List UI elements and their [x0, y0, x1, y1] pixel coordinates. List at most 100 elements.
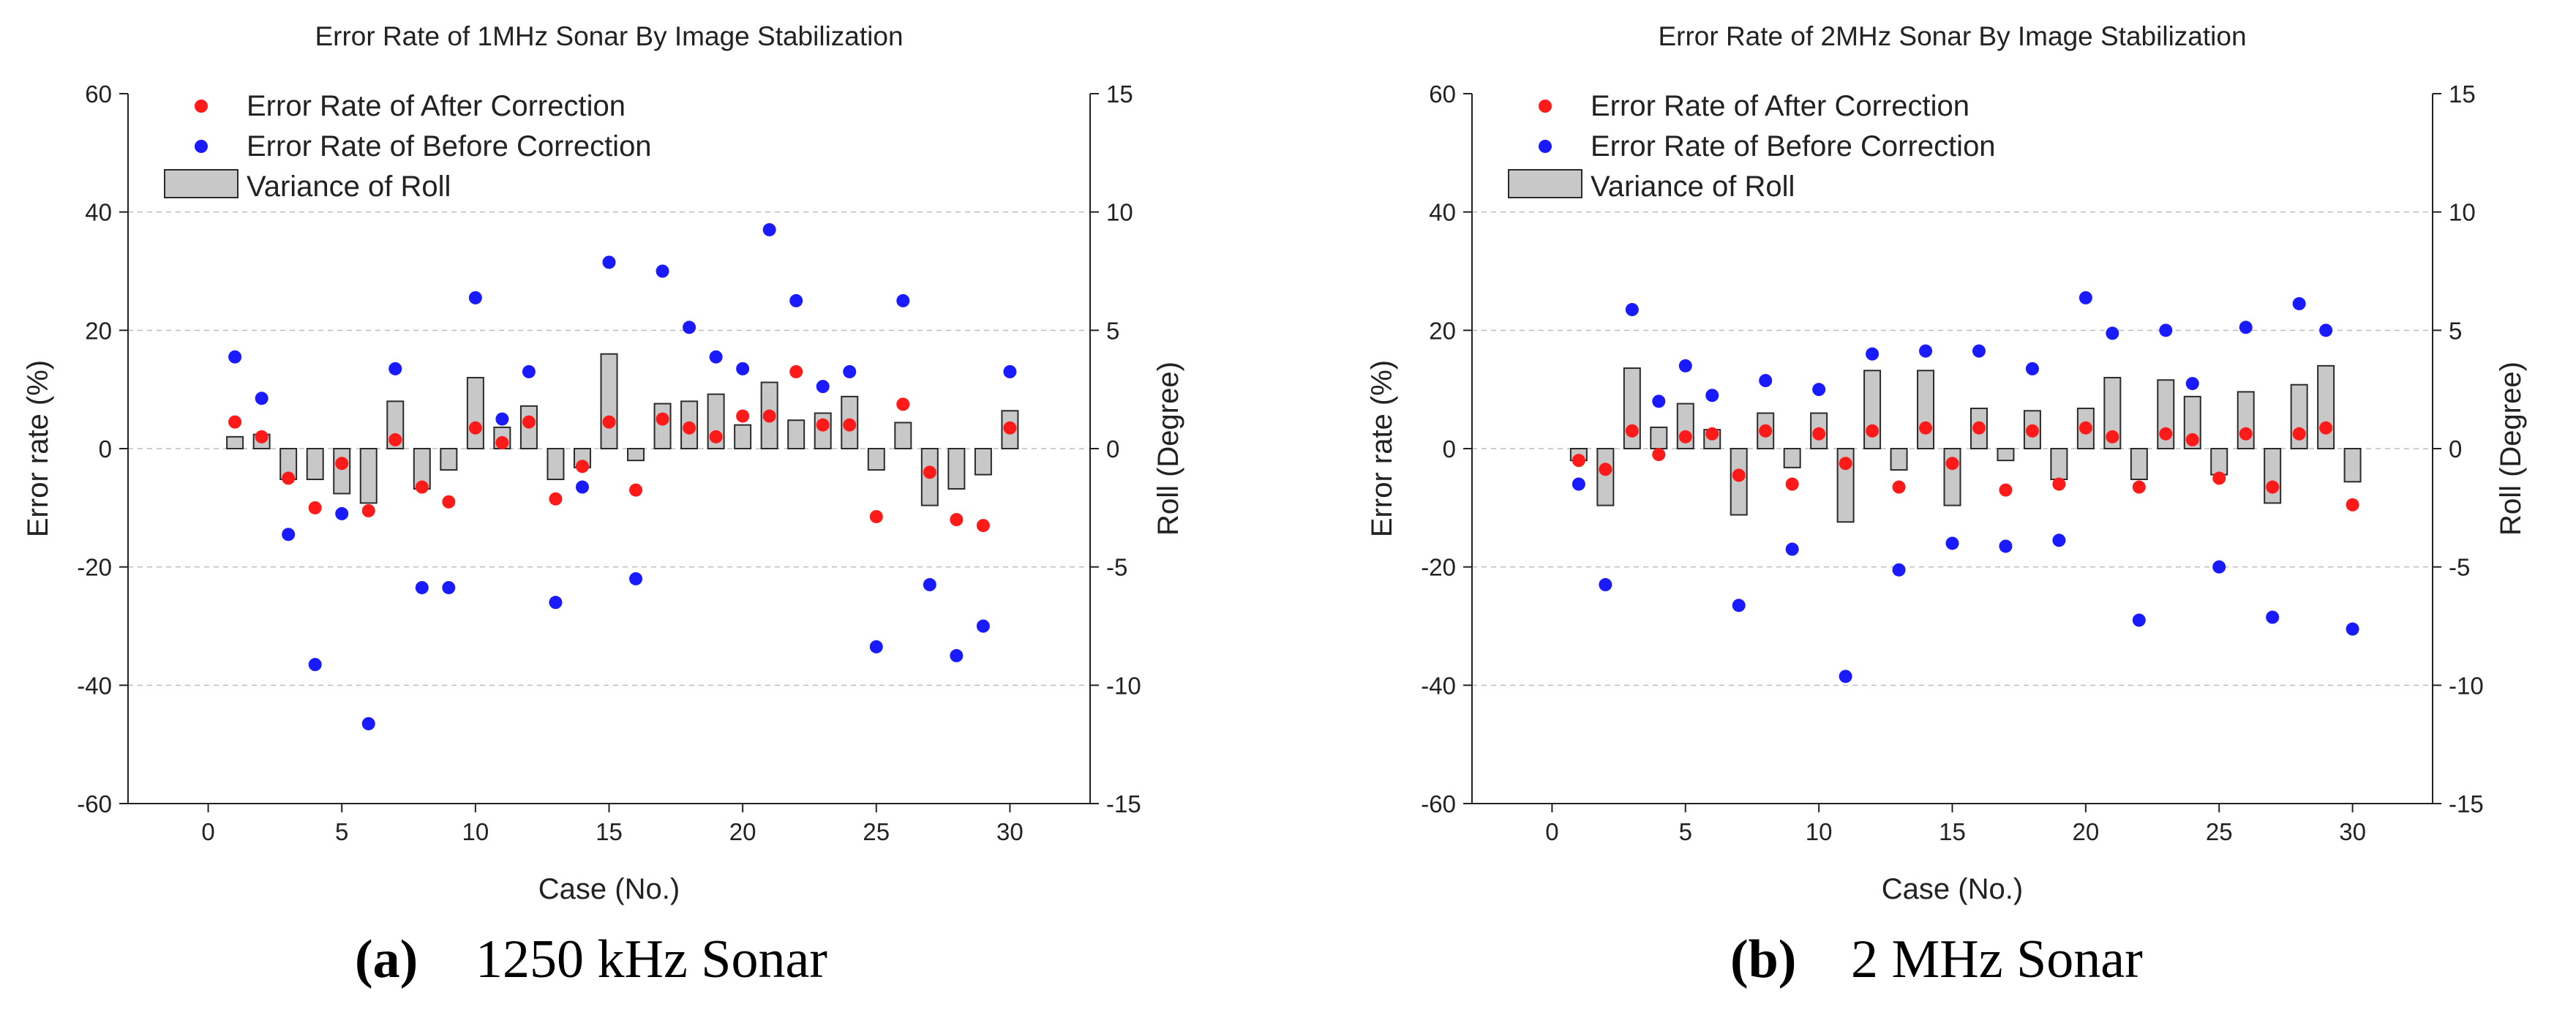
c1-before-point-30 [2346, 622, 2359, 636]
c0-after-point-20 [736, 409, 750, 423]
c1-y2-axis-label: Roll (Degree) [2495, 362, 2527, 536]
c0-after-point-23 [816, 418, 830, 432]
c1-before-point-17 [1999, 539, 2013, 553]
c1-y2-tick-label-2: -5 [2449, 554, 2470, 581]
c0-chart-title: Error Rate of 1MHz Sonar By Image Stabil… [315, 21, 903, 51]
c1-after-point-22 [2132, 480, 2146, 494]
c1-after-point-6 [1705, 427, 1719, 441]
c0-roll-bar-6 [359, 448, 378, 504]
c0-roll-bar-16 [627, 448, 645, 462]
c0-y-tick-label-4: 20 [85, 317, 112, 344]
c0-legend-marker-1 [195, 140, 208, 153]
c0-y-axis-label: Error rate (%) [22, 360, 54, 537]
c1-y-tick-label-1: -40 [1421, 672, 1456, 699]
c0-after-point-10 [468, 421, 482, 435]
c0-roll-bar-29 [974, 448, 992, 476]
c1-before-point-12 [1866, 347, 1880, 361]
c0-after-point-2 [255, 430, 269, 443]
c0-after-point-17 [656, 412, 669, 426]
c0-legend: Error Rate of After Correction Error Rate… [164, 90, 652, 203]
c0-before-point-8 [415, 580, 429, 594]
c0-after-point-4 [308, 501, 322, 514]
c1-y2-tick-label-4: 5 [2449, 317, 2462, 344]
caption-text-b: 2 MHz Sonar [1851, 929, 2143, 989]
c1-after-point-1 [1571, 454, 1585, 468]
c1-before-point-13 [1892, 563, 1906, 577]
c0-legend-label-1: Error Rate of Before Correction [247, 130, 652, 162]
c0-before-point-20 [736, 362, 750, 375]
c0-roll-bar-17 [653, 403, 672, 449]
c0-after-point-8 [415, 480, 429, 494]
c1-before-point-11 [1839, 670, 1852, 684]
c0-before-point-16 [629, 572, 643, 585]
c0-before-point-11 [495, 412, 509, 426]
c1-y2-tick-label-5: 10 [2449, 199, 2476, 226]
c0-y2-tick-label-6: 15 [1106, 81, 1133, 108]
c1-after-point-11 [1839, 457, 1852, 471]
c0-before-point-24 [843, 364, 857, 378]
c1-after-point-17 [1999, 483, 2013, 497]
c1-after-point-24 [2185, 433, 2199, 446]
c0-legend-marker-0 [195, 100, 208, 113]
c1-roll-bar-21 [2103, 377, 2122, 449]
c1-before-point-23 [2159, 323, 2173, 337]
c0-roll-bar-25 [867, 448, 885, 471]
c0-before-point-19 [709, 350, 723, 364]
c0-before-point-7 [388, 362, 402, 375]
c1-x-tick-label-5: 25 [2206, 818, 2233, 845]
c1-before-point-7 [1732, 599, 1746, 613]
caption-text-a: 1250 kHz Sonar [476, 929, 827, 989]
c1-before-point-28 [2292, 296, 2306, 310]
c0-after-point-13 [549, 492, 563, 506]
c1-after-point-16 [1972, 421, 1986, 435]
c0-x-tick-label-1: 5 [335, 818, 348, 845]
c0-roll-bar-4 [306, 448, 324, 481]
c1-after-point-10 [1812, 427, 1826, 441]
c0-y-tick-label-3: 0 [99, 435, 112, 463]
chart-panel-a: Error Rate of 1MHz Sonar By Image Stabil… [22, 21, 1184, 905]
c1-after-point-28 [2292, 427, 2306, 441]
c1-after-point-20 [2079, 421, 2092, 435]
c0-before-point-6 [361, 716, 375, 730]
c1-before-point-18 [2025, 362, 2039, 375]
c0-after-point-6 [361, 504, 375, 517]
c0-before-point-28 [950, 648, 964, 662]
c0-roll-bar-15 [600, 353, 618, 449]
c0-y2-tick-label-5: 10 [1106, 199, 1133, 226]
c1-before-point-21 [2106, 326, 2119, 340]
c0-after-point-22 [789, 364, 803, 378]
chart-panel-b: Error Rate of 2MHz Sonar By Image Stabil… [1366, 21, 2527, 905]
c1-after-point-27 [2266, 480, 2280, 494]
c0-before-point-9 [442, 580, 456, 594]
c1-before-point-15 [1945, 536, 1959, 550]
c1-x-tick-label-1: 5 [1679, 818, 1692, 845]
c1-after-point-14 [1919, 421, 1933, 435]
c1-y-tick-label-6: 60 [1429, 81, 1456, 108]
c1-y-axis-label: Error rate (%) [1366, 360, 1398, 537]
c1-roll-bar-27 [2264, 448, 2282, 504]
c1-before-point-22 [2132, 613, 2146, 627]
c1-after-point-8 [1759, 424, 1773, 438]
c1-legend-label-1: Error Rate of Before Correction [1591, 130, 1996, 162]
c0-roll-bar-20 [734, 424, 752, 450]
c1-before-point-4 [1652, 394, 1666, 408]
c0-after-point-14 [575, 460, 589, 474]
c0-after-point-30 [1003, 421, 1017, 435]
c0-y2-tick-label-4: 5 [1106, 317, 1119, 344]
c1-after-point-30 [2346, 498, 2359, 512]
c1-roll-bar-25 [2210, 448, 2228, 476]
c0-before-point-4 [308, 658, 322, 672]
c0-y2-tick-label-0: -15 [1106, 790, 1141, 817]
c0-roll-bar-26 [894, 422, 912, 450]
c0-after-point-9 [442, 495, 456, 509]
c0-before-point-2 [255, 392, 269, 405]
c1-before-point-9 [1785, 542, 1799, 556]
c1-y-tick-label-2: -20 [1421, 554, 1456, 581]
c1-after-point-3 [1625, 424, 1639, 438]
c0-y2-tick-label-2: -5 [1106, 554, 1127, 581]
c1-roll-bar-17 [1997, 448, 2015, 462]
c1-x-tick-label-3: 15 [1939, 818, 1966, 845]
c0-after-point-16 [629, 483, 643, 497]
c1-legend-marker-2 [1508, 169, 1582, 198]
